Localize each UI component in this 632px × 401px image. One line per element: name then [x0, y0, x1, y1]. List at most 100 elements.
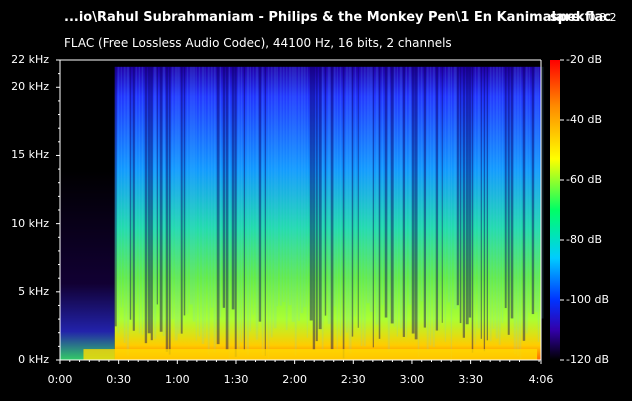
spectrum-band: [225, 66, 229, 350]
spectrum-band: [375, 66, 379, 325]
spectrum-band: [462, 66, 466, 338]
spectrum-band: [279, 66, 282, 306]
intro-region: [60, 169, 115, 360]
spectrum-band: [363, 66, 366, 347]
spectrum-band: [384, 66, 388, 318]
spectrum-band: [408, 66, 412, 305]
spectrum-band: [171, 66, 174, 320]
spectrum-band: [312, 66, 316, 350]
spectrum-band: [255, 66, 259, 340]
spectrum-band: [525, 66, 528, 334]
freq-tick-label: 20 kHz: [11, 80, 49, 94]
app-name: spek: [550, 10, 585, 25]
freq-tick-label: 10 kHz: [11, 216, 49, 230]
file-title: ...io\Rahul Subrahmaniam - Philips & the…: [64, 10, 611, 25]
spectrum-band: [399, 66, 403, 329]
spectrum-band: [480, 66, 482, 339]
spectrum-band: [453, 66, 457, 310]
db-tick-label: -80 dB: [566, 233, 602, 246]
spectrum-band: [207, 66, 210, 355]
spectrum-band: [210, 66, 213, 308]
spectrum-band: [468, 66, 472, 318]
spectrum-band: [345, 66, 349, 333]
spectrum-band: [339, 66, 342, 336]
time-tick-label: 4:06: [528, 373, 554, 386]
spectrum-band: [354, 66, 357, 317]
spectrum-band: [261, 66, 264, 356]
spectrum-bands: [83, 66, 544, 360]
spectrum-body: [114, 66, 541, 361]
spectrum-band: [357, 66, 359, 328]
spectrum-band: [330, 66, 334, 350]
spectrum-band: [315, 66, 318, 342]
spectrum-band: [246, 66, 249, 355]
spectrum-band: [297, 66, 300, 321]
spectrum-band: [537, 66, 540, 342]
freq-tick-label: 22 kHz: [11, 53, 49, 66]
spectrum-band: [498, 66, 501, 345]
plot-axes: [56, 59, 564, 364]
spectrum-band: [240, 66, 243, 343]
spectrum-band: [369, 66, 373, 312]
spectrum-band: [336, 66, 338, 351]
spectrum-band: [306, 66, 308, 338]
spectrum-band: [126, 66, 130, 356]
spectrum-band: [423, 66, 426, 328]
spectrum-band: [300, 66, 304, 314]
spectrum-band: [177, 66, 180, 334]
spectrum-band: [378, 66, 381, 339]
db-tick-label: -120 dB: [566, 353, 609, 366]
spectrum-band: [276, 66, 278, 307]
spectrum-band: [234, 66, 237, 357]
spectrum-band: [507, 66, 510, 335]
spectrum-band: [237, 66, 240, 357]
time-tick-label: 2:30: [340, 373, 366, 386]
spectrum-band: [501, 66, 504, 324]
db-tick-label: -60 dB: [566, 173, 602, 186]
spectrum-band: [390, 66, 394, 324]
spectrum-band: [132, 66, 135, 331]
db-tick-label: -100 dB: [566, 293, 609, 306]
spectrum-band: [402, 66, 405, 337]
spectrum-band: [216, 66, 220, 345]
spectrum-band: [486, 66, 488, 341]
spectrum-band: [465, 66, 469, 325]
spectrum-band: [138, 66, 140, 334]
spectrum-band: [477, 66, 480, 329]
spectrum-band: [540, 66, 544, 319]
db-colorbar: [550, 60, 560, 360]
spectrum-band: [414, 66, 418, 340]
spectrum-band: [291, 66, 295, 322]
spectrum-band: [351, 66, 354, 337]
spectrum-band: [519, 66, 522, 360]
spectrum-band: [168, 66, 171, 355]
time-tick-label: 0:30: [106, 373, 132, 386]
spectrum-band: [483, 66, 486, 352]
spectrum-band: [156, 66, 158, 305]
spectrum-band: [183, 66, 186, 316]
spectrum-band: [120, 66, 122, 308]
spectrum-band: [141, 66, 144, 335]
spectrum-band: [504, 66, 507, 309]
spectrum-band: [321, 66, 324, 349]
time-tick-label: 0:00: [47, 373, 73, 386]
spectrum-band: [393, 66, 396, 327]
time-tick-label: 1:30: [223, 373, 249, 386]
spectrum-band: [150, 66, 153, 341]
spectrum-band: [204, 66, 206, 339]
db-tick-label: -40 dB: [566, 113, 602, 126]
spectrum-band: [516, 66, 520, 356]
time-tick-label: 3:00: [399, 373, 425, 386]
spectrum-band: [228, 66, 230, 359]
app-brand: spek 0.8.2: [550, 10, 617, 25]
spectrum-band: [420, 66, 423, 302]
spectrum-band: [381, 66, 384, 305]
spectrum-band: [174, 66, 178, 341]
spectrum-band: [180, 66, 183, 334]
spectrum-band: [162, 66, 165, 336]
spectrum-band: [273, 66, 277, 329]
spectrum-band: [510, 66, 514, 319]
spectrum-band: [366, 66, 370, 304]
spectrum-band: [144, 66, 148, 344]
